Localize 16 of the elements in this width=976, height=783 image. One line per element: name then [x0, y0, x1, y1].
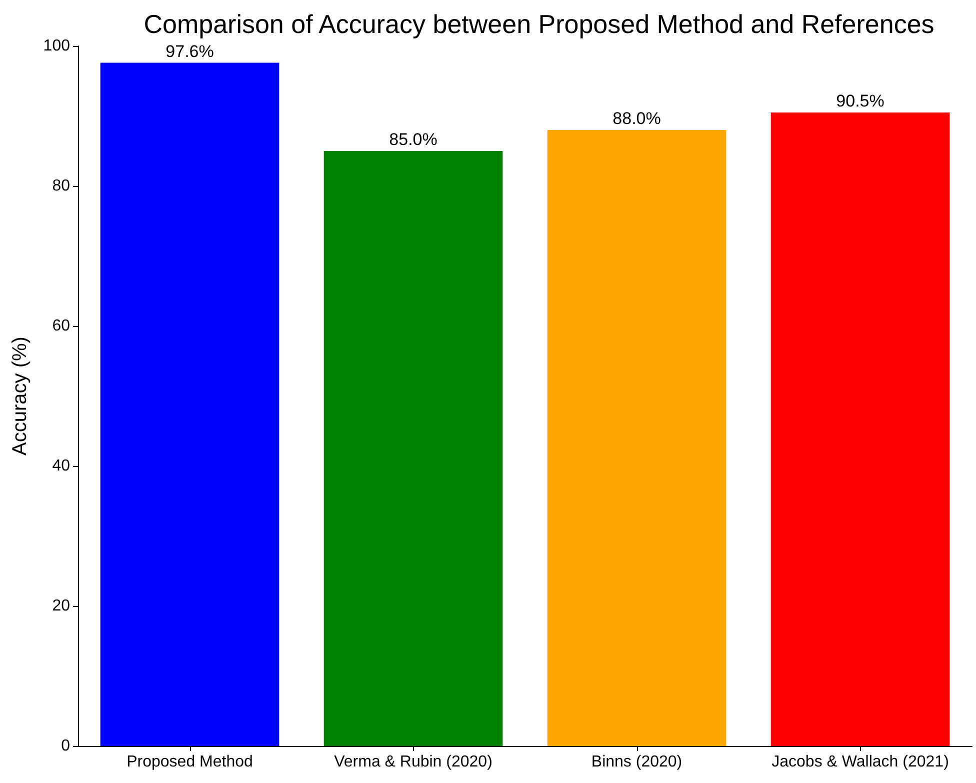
- y-tick-label: 100: [43, 38, 70, 54]
- data-label: 97.6%: [166, 42, 214, 61]
- data-label: 90.5%: [836, 92, 884, 110]
- y-axis-title: Accuracy (%): [9, 336, 31, 456]
- y-tick-label: 20: [52, 598, 70, 614]
- y-tick-label: 60: [52, 318, 70, 334]
- x-tick-label: Proposed Method: [126, 754, 253, 770]
- data-label: 88.0%: [612, 109, 661, 128]
- data-label: 85.0%: [389, 130, 438, 149]
- y-tick-label: 40: [52, 458, 70, 474]
- x-tick-label: Jacobs & Wallach (2021): [772, 754, 949, 770]
- chart-title: Comparison of Accuracy between Proposed Method and References: [144, 9, 934, 39]
- x-tick-label: Verma & Rubin (2020): [334, 754, 492, 770]
- y-tick-label: 80: [52, 178, 70, 194]
- x-tick-label: Binns (2020): [591, 754, 682, 770]
- y-tick-label: 0: [61, 738, 70, 754]
